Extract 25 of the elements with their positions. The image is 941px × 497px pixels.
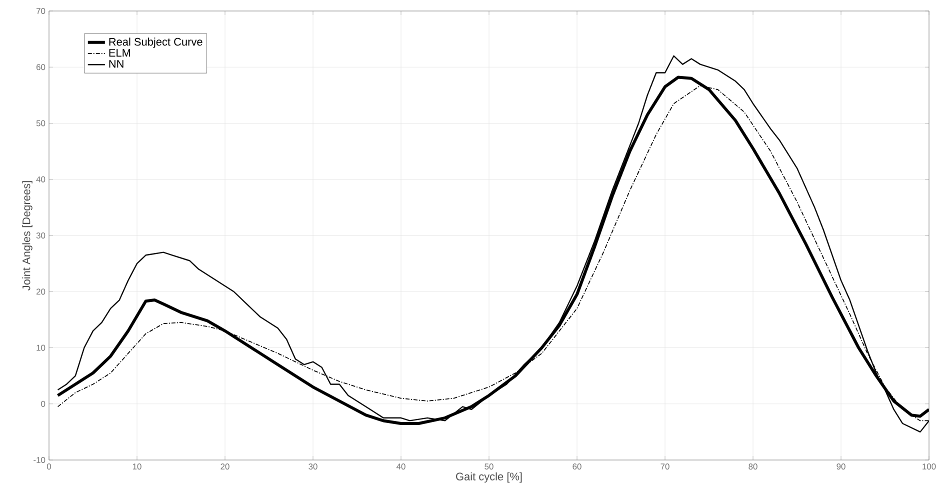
x-tick-label: 50 bbox=[484, 464, 494, 470]
x-tick-label: 70 bbox=[660, 464, 670, 470]
y-tick-label: 30 bbox=[36, 232, 46, 238]
x-tick-label: 20 bbox=[220, 464, 230, 470]
y-tick-label: 0 bbox=[41, 400, 46, 407]
y-tick-label: 40 bbox=[36, 176, 46, 182]
y-tick-label: 60 bbox=[36, 64, 46, 70]
x-tick-label: 60 bbox=[572, 464, 582, 470]
legend-label: NN bbox=[109, 60, 124, 68]
x-tick-label: 0 bbox=[46, 464, 52, 470]
y-tick-label: 50 bbox=[36, 120, 46, 126]
legend-label: Real Subject Curve bbox=[109, 38, 202, 48]
x-tick-label: 40 bbox=[396, 464, 406, 470]
x-tick-label: 10 bbox=[132, 464, 142, 470]
y-tick-label: 10 bbox=[36, 344, 46, 351]
x-tick-label: 100 bbox=[922, 464, 936, 470]
y-axis-title: Joint Angles [Degrees] bbox=[22, 181, 32, 290]
y-tick-label: -10 bbox=[34, 457, 46, 463]
x-tick-label: 90 bbox=[836, 464, 846, 470]
legend-label: ELM bbox=[109, 49, 130, 57]
y-tick-label: 20 bbox=[36, 288, 46, 295]
x-tick-label: 30 bbox=[308, 464, 318, 470]
x-tick-label: 80 bbox=[748, 464, 758, 470]
x-axis-title: Gait cycle [%] bbox=[456, 472, 522, 483]
y-tick-label: 70 bbox=[36, 8, 46, 14]
